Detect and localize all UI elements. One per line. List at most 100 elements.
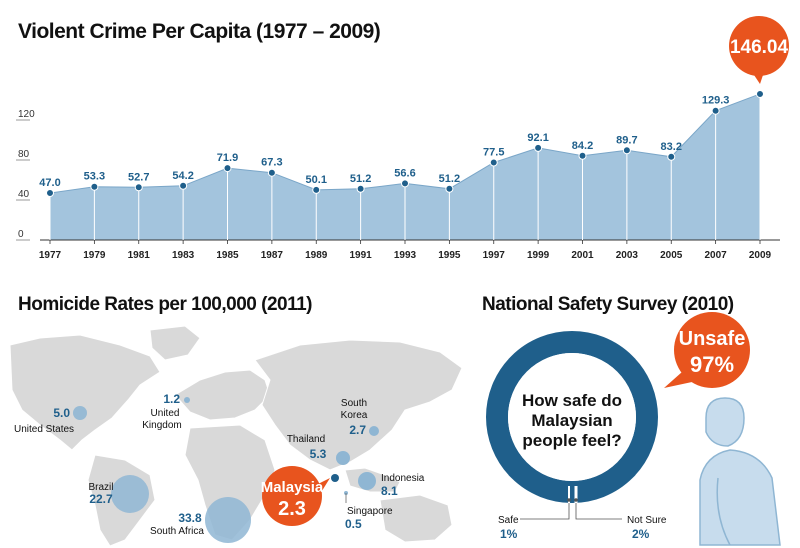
x-tick-label: 1987 <box>261 250 284 261</box>
person-arm <box>716 477 731 546</box>
data-label: 56.6 <box>394 167 415 179</box>
europe-shape <box>174 369 271 421</box>
data-label: 77.5 <box>483 147 504 159</box>
brazil-rate: 22.7 <box>89 492 113 506</box>
center-line-3: people feel? <box>522 431 621 450</box>
survey-title: National Safety Survey (2010) <box>482 294 734 315</box>
greenland-shape <box>149 325 201 361</box>
x-tick-label: 1997 <box>483 250 506 261</box>
y-tick-label: 0 <box>18 229 24 240</box>
indonesia-name: Indonesia <box>381 473 425 484</box>
data-point <box>312 185 321 194</box>
data-label: 51.2 <box>439 173 460 185</box>
data-point <box>356 184 365 193</box>
person-head <box>705 397 745 447</box>
data-label: 53.3 <box>84 171 105 183</box>
us-name: United States <box>14 424 74 435</box>
data-point <box>134 183 143 192</box>
data-label: 67.3 <box>261 157 282 169</box>
not-sure-leader <box>575 503 622 520</box>
homicide-map-title: Homicide Rates per 100,000 (2011) <box>18 294 313 315</box>
singapore-name: Singapore <box>347 506 393 517</box>
brazil-name: Brazil <box>88 482 113 493</box>
data-label: 89.7 <box>616 134 637 146</box>
data-label: 54.2 <box>172 170 193 182</box>
data-label: 83.2 <box>661 141 682 153</box>
unsafe-callout: Unsafe 97% <box>664 312 750 388</box>
data-label: 92.1 <box>527 132 548 144</box>
sk-rate: 2.7 <box>349 423 366 437</box>
data-point <box>622 146 631 155</box>
uk-name-line2: Kingdom <box>142 420 181 431</box>
south-africa-rate: 33.8 <box>178 511 202 525</box>
data-point <box>267 168 276 177</box>
singapore-rate: 0.5 <box>345 517 362 531</box>
x-tick-label: 1977 <box>39 250 62 261</box>
north-america-shape <box>9 334 161 451</box>
safe-value: 1% <box>500 527 518 541</box>
homicide-labels: 5.0 United States 1.2 United Kingdom Sou… <box>14 392 425 537</box>
unsafe-slice <box>486 331 658 503</box>
malaysia-callout: Malaysia 2.3 <box>261 466 330 526</box>
not-sure-value: 2% <box>632 527 650 541</box>
data-point <box>179 181 188 190</box>
x-tick-label: 2009 <box>749 250 772 261</box>
bubble-united-kingdom <box>184 397 190 403</box>
y-tick-label: 120 <box>18 109 35 120</box>
data-point <box>711 106 720 115</box>
homicide-bubbles <box>73 397 379 543</box>
data-point <box>756 89 764 98</box>
x-tick-label: 2001 <box>571 250 594 261</box>
unsafe-label: Unsafe <box>679 328 746 350</box>
malaysia-rate: 2.3 <box>278 498 306 520</box>
x-tick-label: 1989 <box>305 250 328 261</box>
data-point <box>534 143 543 152</box>
data-point <box>578 151 587 160</box>
bubble-south-korea <box>369 426 379 436</box>
donut-hole <box>508 353 636 481</box>
bubble-south-africa <box>205 497 251 543</box>
sk-name-line1: South <box>341 398 367 409</box>
asia-shape <box>254 339 463 471</box>
thailand-rate: 5.3 <box>310 447 327 461</box>
x-tick-label: 1995 <box>438 250 461 261</box>
peak-value-label: 146.04 <box>730 37 789 58</box>
peak-value-callout: 146.04 <box>729 16 789 84</box>
survey-donut: How safe do Malaysian people feel? Safe … <box>486 331 667 541</box>
x-tick-label: 2007 <box>705 250 728 261</box>
safe-label: Safe <box>498 515 519 526</box>
data-point <box>445 184 454 193</box>
data-label: 51.2 <box>350 173 371 185</box>
data-point <box>46 189 54 197</box>
bubble-united-states <box>73 406 87 420</box>
uk-name-line1: United <box>151 408 180 419</box>
data-point <box>90 182 99 191</box>
x-tick-label: 2005 <box>660 250 683 261</box>
data-point <box>223 164 232 173</box>
data-label: 52.7 <box>128 171 149 183</box>
person-body <box>699 449 781 546</box>
australia-shape <box>379 494 453 543</box>
malaysia-name: Malaysia <box>261 479 324 496</box>
x-tick-label: 1979 <box>83 250 106 261</box>
uk-rate: 1.2 <box>163 392 180 406</box>
bubble-thailand <box>336 451 350 465</box>
x-tick-label: 1993 <box>394 250 417 261</box>
crime-chart-title: Violent Crime Per Capita (1977 – 2009) <box>18 20 381 43</box>
data-point <box>667 152 676 161</box>
us-rate: 5.0 <box>53 406 70 420</box>
x-tick-label: 1991 <box>350 250 373 261</box>
bubble-malaysia <box>331 474 339 482</box>
x-tick-label: 1985 <box>216 250 239 261</box>
data-point <box>401 179 409 188</box>
data-label: 129.3 <box>702 95 730 107</box>
unsafe-value: 97% <box>690 352 734 377</box>
x-tick-label: 1981 <box>128 250 151 261</box>
bubble-indonesia <box>358 472 376 490</box>
safe-leader <box>520 503 570 520</box>
data-label: 50.1 <box>306 174 327 186</box>
x-tick-label: 1999 <box>527 250 550 261</box>
center-line-1: How safe do <box>522 391 622 410</box>
x-tick-label: 2003 <box>616 250 639 261</box>
